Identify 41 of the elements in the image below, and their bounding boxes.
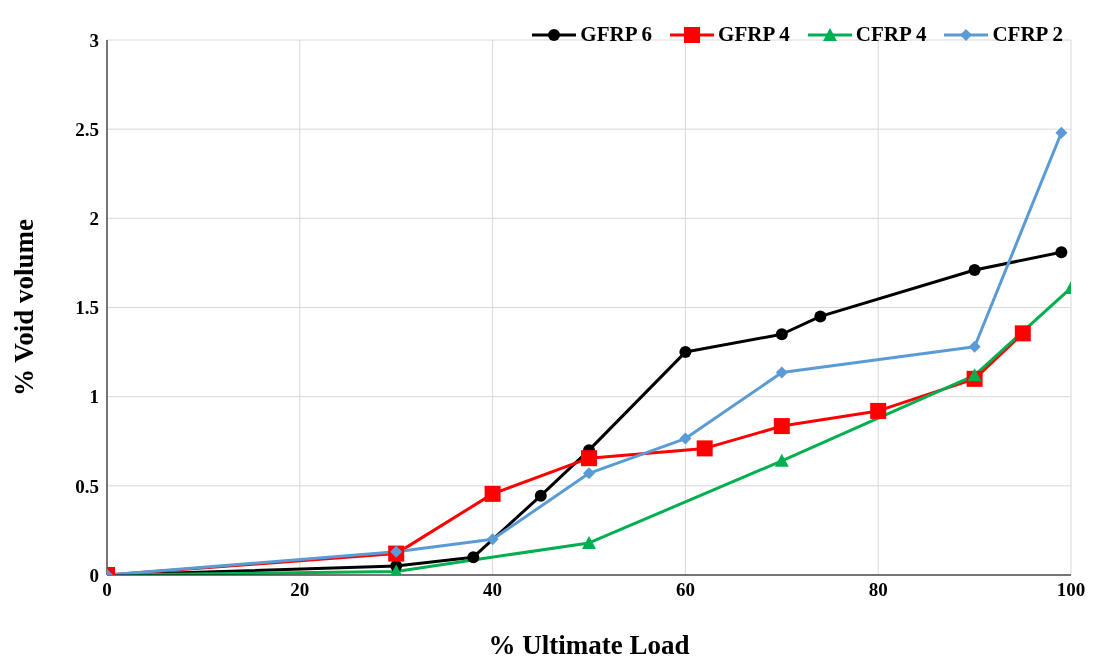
y-tick-label: 0.5 — [75, 475, 99, 497]
x-tick-label: 80 — [868, 579, 888, 601]
y-tick-label: 3 — [89, 29, 99, 51]
point — [814, 310, 827, 323]
point — [679, 432, 692, 445]
legend-label: GFRP 6 — [580, 22, 653, 47]
y-tick-label: 2.5 — [75, 118, 99, 140]
point — [1055, 126, 1068, 139]
point — [774, 453, 789, 467]
point — [967, 368, 982, 382]
y-tick-label: 1 — [89, 386, 99, 408]
point — [775, 328, 788, 341]
y-tick-label: 2 — [89, 208, 99, 230]
legend-label: CFRP 2 — [992, 22, 1063, 47]
point — [534, 489, 547, 502]
point — [390, 545, 403, 558]
point — [696, 440, 713, 457]
x-tick-label: 20 — [290, 579, 310, 601]
point — [581, 450, 597, 467]
point — [773, 418, 790, 435]
point — [486, 533, 499, 546]
point — [582, 535, 596, 549]
point — [484, 485, 501, 502]
point — [968, 264, 981, 277]
x-axis-title: % Ultimate Load — [488, 630, 690, 660]
legend-label: GFRP 4 — [718, 22, 790, 47]
y-axis-title: % Void volume — [8, 218, 39, 397]
point — [583, 467, 595, 480]
legend-label: CFRP 4 — [855, 22, 927, 47]
point — [1014, 325, 1031, 342]
y-tick-label: 0 — [89, 564, 99, 586]
y-tick-label: 1.5 — [75, 297, 99, 319]
point — [679, 346, 692, 359]
point — [775, 366, 788, 379]
point — [1055, 246, 1068, 259]
point — [968, 340, 981, 353]
x-tick-label: 100 — [1056, 579, 1086, 601]
x-tick-label: 40 — [483, 579, 503, 601]
point — [870, 402, 887, 419]
x-tick-label: 60 — [675, 579, 695, 601]
point — [467, 551, 480, 564]
